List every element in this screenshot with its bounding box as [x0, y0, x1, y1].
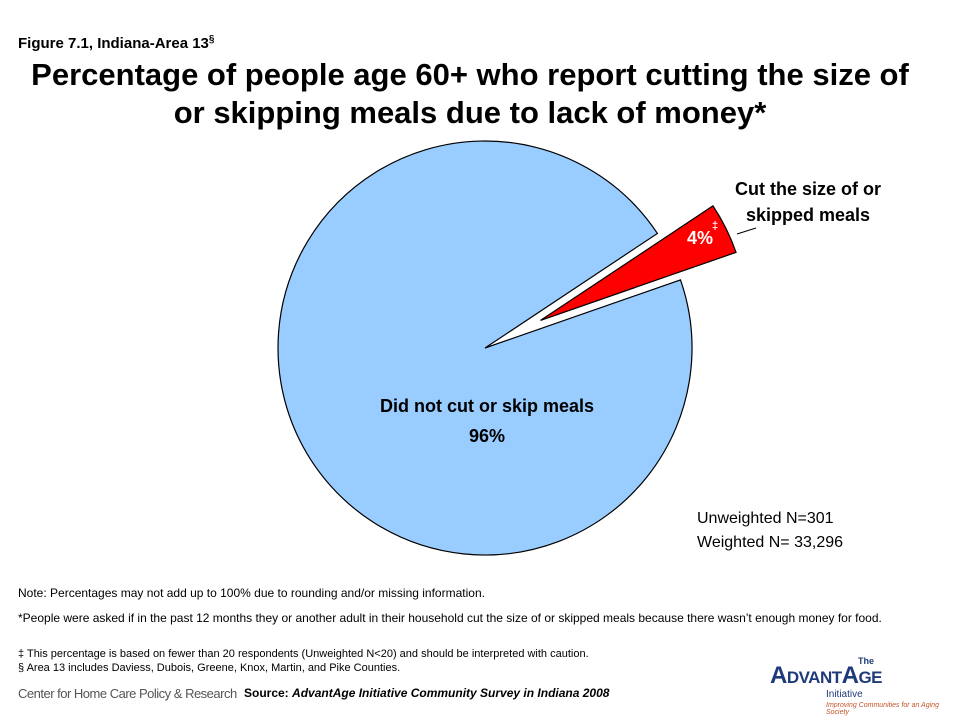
logo-left: Center for Home Care Policy & Research [18, 686, 237, 701]
logo-small: The [858, 656, 875, 666]
pie-slice [540, 205, 737, 321]
logo-name: AdvantAge [770, 662, 883, 689]
pie-slice [277, 140, 693, 556]
slice-category-label: Did not cut or skip meals [379, 396, 595, 416]
annotation-mark: ‡ [712, 220, 719, 232]
slice-category-label: Cut the size of or skipped meals [735, 179, 882, 225]
source-label: Source: [244, 686, 289, 700]
slice-value-label: 4% [687, 228, 714, 248]
slice-value-label: 96% [468, 426, 506, 446]
figure-label-mark: § [208, 34, 215, 45]
note: § Area 13 includes Daviess, Dubois, Gree… [18, 662, 401, 674]
logo-sub: Initiative [826, 689, 863, 700]
note: *People were asked if in the past 12 mon… [18, 611, 882, 625]
logo-tag: Improving Communities for an Aging Socie… [826, 702, 939, 716]
figure-label-text: Figure 7.1, Indiana-Area 13 [18, 35, 209, 52]
sample-size: Unweighted N=301 [697, 510, 834, 527]
note: ‡ This percentage is based on fewer than… [18, 648, 589, 660]
source: Source: AdvantAge Initiative Community S… [244, 686, 609, 700]
figure-label: Figure 7.1, Indiana-Area 13§ [18, 34, 214, 52]
source-text: AdvantAge Initiative Community Survey in… [292, 686, 610, 700]
note: Note: Percentages may not add up to 100%… [18, 586, 485, 600]
label-connector [736, 227, 757, 235]
chart-title: Percentage of people age 60+ who report … [31, 57, 909, 130]
sample-size: Weighted N= 33,296 [697, 534, 844, 551]
